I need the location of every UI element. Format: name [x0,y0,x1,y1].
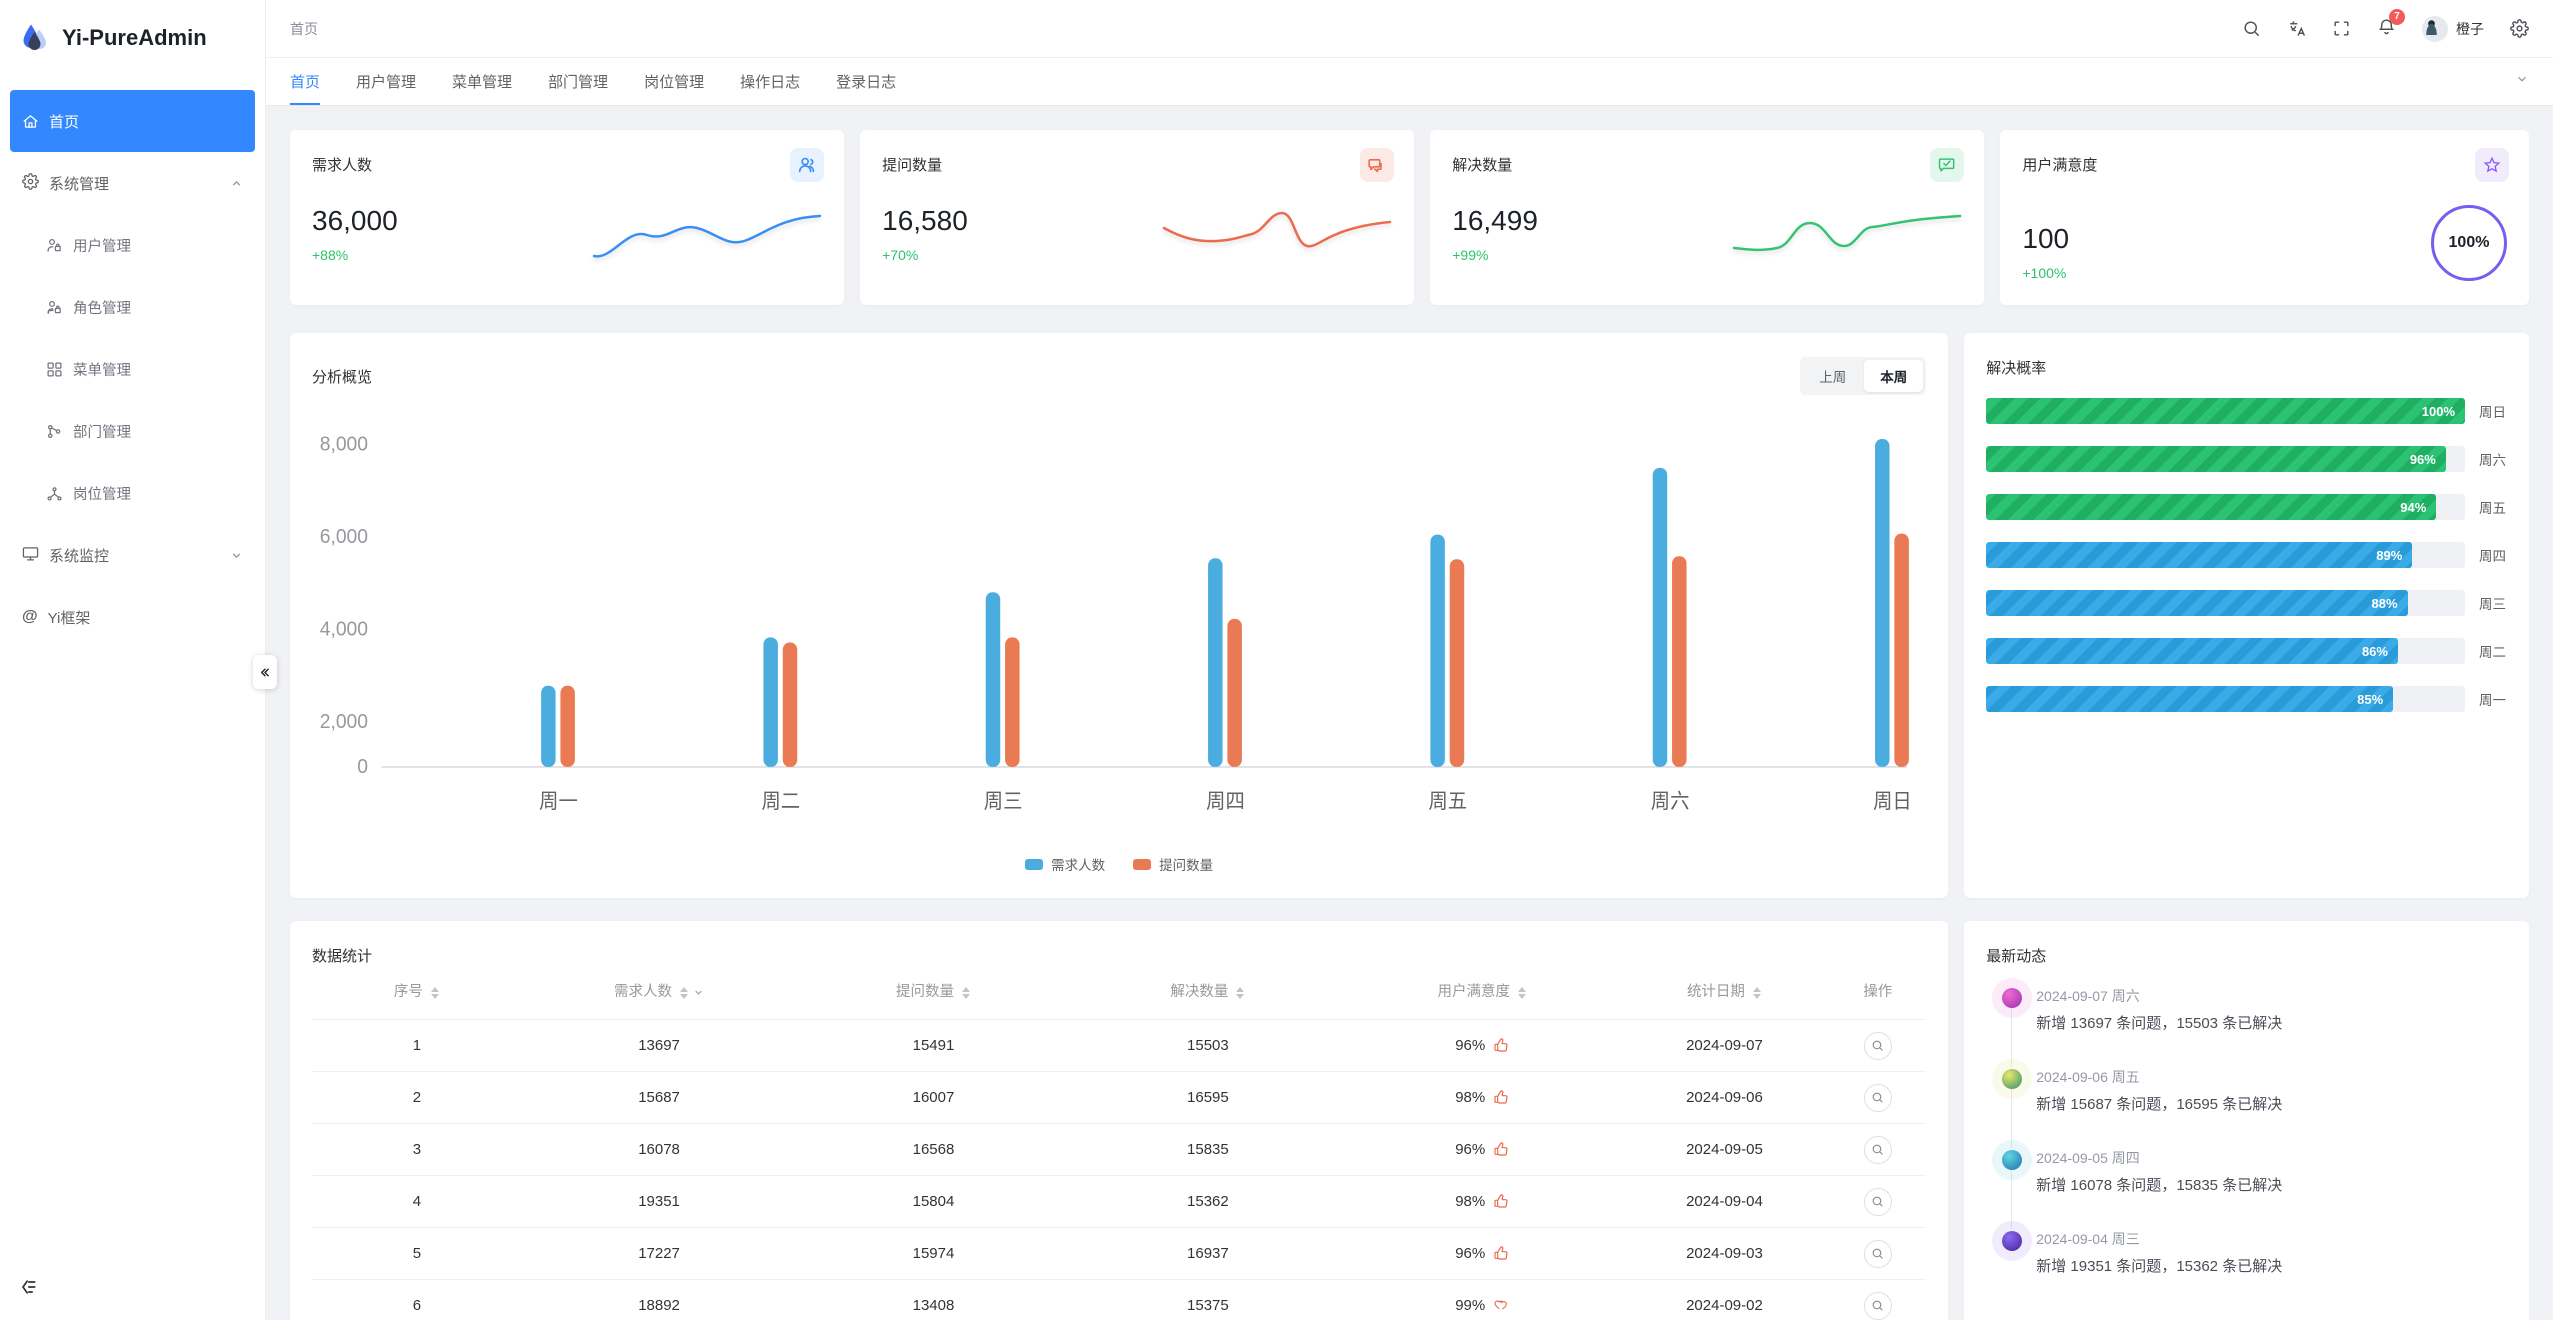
svg-text:周一: 周一 [539,791,578,814]
svg-text:周四: 周四 [1206,791,1245,814]
svg-text:8,000: 8,000 [320,433,368,456]
svg-text:0: 0 [357,756,368,779]
svg-text:4,000: 4,000 [320,618,368,641]
svg-text:周六: 周六 [1651,790,1690,814]
svg-text:周日: 周日 [1873,791,1912,814]
svg-text:周三: 周三 [984,791,1023,814]
svg-text:2,000: 2,000 [320,710,368,733]
svg-text:6,000: 6,000 [320,525,368,548]
svg-text:周二: 周二 [761,791,800,814]
svg-text:周五: 周五 [1428,791,1467,814]
